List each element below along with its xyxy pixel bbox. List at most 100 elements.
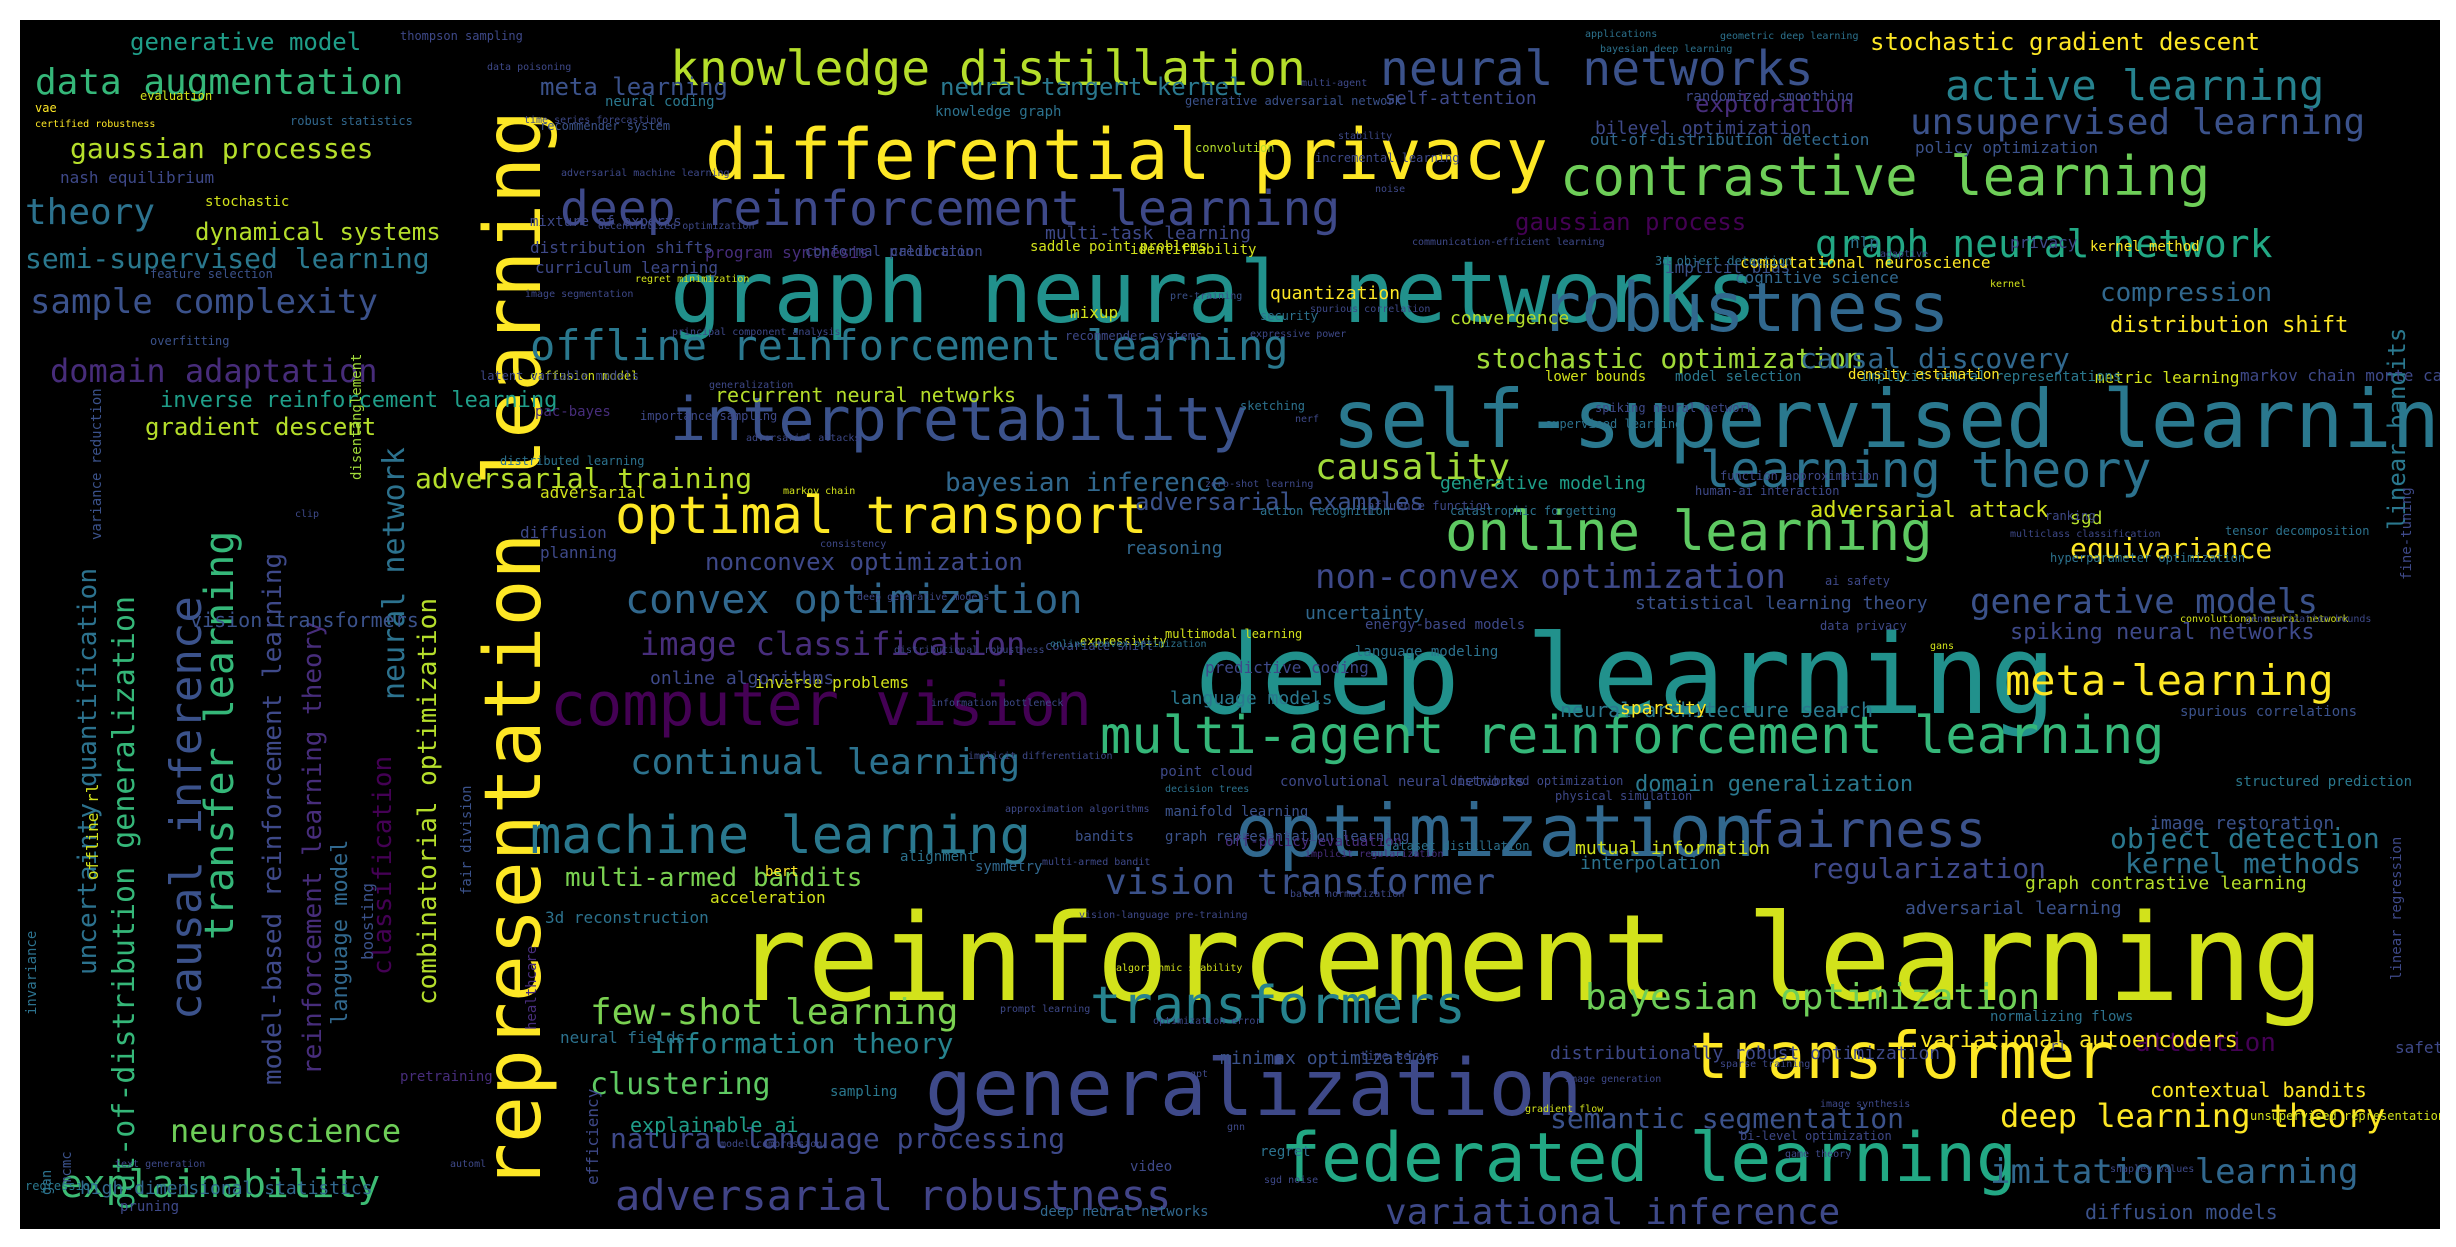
word-knowledge-graph: knowledge graph (935, 104, 1062, 120)
word-active-learning: active learning (1945, 61, 2325, 110)
word-interpolation: interpolation (1580, 853, 1721, 874)
word-neural-networks: neural networks (1380, 41, 1814, 97)
word-approximation-algorithms: approximation algorithms (1005, 804, 1150, 815)
word-symmetry: symmetry (975, 859, 1043, 875)
word-gradient-flow: gradient flow (1525, 1104, 1604, 1115)
word-object-detection: object detection (2110, 822, 2380, 855)
word-bayesian-optimization: bayesian optimization (1585, 977, 2041, 1018)
word-energy-based-models: energy-based models (1365, 617, 1526, 633)
word-online-learning: online learning (1445, 500, 1933, 563)
word-vision-language-pre-training: vision-language pre-training (1079, 910, 1248, 921)
word-contrastive-learning: contrastive learning (1560, 145, 2211, 208)
word-dynamical-systems: dynamical systems (195, 218, 441, 246)
word-language-modeling: language modeling (1355, 644, 1499, 660)
word-data-privacy: data privacy (1820, 619, 1907, 633)
word-metric-learning: metric learning (2095, 368, 2240, 387)
word-attention: attention (2135, 1028, 2276, 1058)
word-kernel-method: kernel method (2090, 239, 2200, 255)
word-sample-complexity: sample complexity (30, 282, 378, 322)
word-unsupervised-learning: unsupervised learning (1910, 102, 2366, 143)
word-uncertainty: uncertainty (1305, 603, 1425, 624)
word-data-poisoning: data poisoning (487, 62, 572, 73)
word-predictive-coding: predictive coding (1205, 658, 1369, 677)
word-batch-normalization: batch normalization (1290, 889, 1405, 900)
word-ai-safety: ai safety (1825, 574, 1891, 588)
word-efficiency: efficiency (583, 1088, 602, 1185)
word-privacy: privacy (2010, 233, 2078, 252)
word-semi-supervised-learning: semi-supervised learning (25, 242, 430, 275)
word-convex-optimization: convex optimization (625, 577, 1083, 623)
word-model-based-reinforcement-learning: model-based reinforcement learning (258, 552, 288, 1085)
word-normalizing-flows: normalizing flows (1990, 1009, 2134, 1025)
word-pre-training: pre-training (1170, 291, 1243, 302)
word-out-of-distribution-generalization: out-of-distribution generalization (107, 595, 142, 1210)
word-alignment: alignment (900, 849, 976, 865)
word-program-synthesis: program synthesis (705, 243, 869, 262)
word-kernel-methods: kernel methods (2125, 847, 2362, 880)
word-acceleration: acceleration (710, 888, 826, 907)
word-linear-regression: linear regression (2389, 836, 2405, 980)
word-information-theory: information theory (650, 1027, 954, 1060)
word-spurious-correlations: spurious correlations (2180, 704, 2358, 720)
word-image-segmentation: image segmentation (525, 289, 634, 300)
word-machine-learning: machine learning (530, 806, 1031, 866)
word-influence-function: influence function (1360, 499, 1491, 513)
word-tensor-decomposition: tensor decomposition (2225, 524, 2370, 538)
word-variance-reduction: variance reduction (89, 388, 105, 540)
word-feature-selection: feature selection (150, 267, 273, 281)
word-online-convex-optimization: online convex optimization (1050, 639, 1207, 650)
word-ranking: ranking (2045, 509, 2096, 523)
word-gradient-descent: gradient descent (145, 413, 377, 441)
word-self-attention: self-attention (1385, 88, 1537, 109)
word-expressive-power: expressive power (1250, 329, 1347, 340)
word-offline-reinforcement-learning: offline reinforcement learning (530, 321, 1289, 370)
word-neuroscience: neuroscience (170, 1112, 402, 1150)
word-interpretability: interpretability (670, 385, 1248, 455)
word-inverse-problems: inverse problems (755, 673, 910, 692)
word-sgd-noise: sgd noise (1264, 1175, 1319, 1186)
word-adversarial-attacks: adversarial attacks (746, 433, 861, 444)
word-gans: gans (1930, 641, 1955, 652)
word-multi-task-learning: multi-task learning (1045, 223, 1251, 244)
word-lower-bounds: lower bounds (1545, 369, 1647, 385)
word-multi-agent: multi-agent (1301, 78, 1368, 89)
word-overfitting: overfitting (150, 334, 230, 348)
word-causality: causality (1315, 447, 1511, 488)
word-gpt: gpt (1190, 1069, 1209, 1080)
word-density-estimation: density estimation (1848, 367, 2000, 383)
word-fine-tuning: fine-tuning (2399, 487, 2415, 580)
word-clip: clip (295, 509, 320, 520)
word-invariance: invariance (24, 930, 40, 1015)
word-stability: stability (1338, 131, 1393, 142)
word-model-compression: model compression (720, 1139, 823, 1150)
word-few-shot-learning: few-shot learning (590, 992, 959, 1033)
word-kernel: kernel (1990, 279, 2027, 290)
word-supervised-learning: supervised learning (1545, 417, 1683, 431)
word-neural-architecture-search: neural architecture search (1560, 698, 1874, 722)
word-multimodal-learning: multimodal learning (1165, 627, 1303, 641)
word-nerf: nerf (1295, 414, 1320, 425)
word-stochastic: stochastic (205, 194, 290, 210)
word-structured-prediction: structured prediction (2235, 774, 2413, 790)
word-spiking-neural-networks: spiking neural networks (2010, 620, 2315, 645)
word-deep-reinforcement-learning: deep reinforcement learning (560, 181, 1341, 237)
word-human-ai-interaction: human-ai interaction (1695, 484, 1840, 498)
word-computational-neuroscience: computational neuroscience (1740, 253, 1991, 272)
word-fairness: fairness (1745, 801, 1986, 859)
word-explainability: explainability (60, 1162, 381, 1206)
word-multiclass-classification: multiclass classification (2010, 529, 2161, 540)
word-distributed-optimization: distributed optimization (1450, 774, 1624, 788)
word-neural-fields: neural fields (560, 1028, 686, 1047)
word-adaptive: adaptive (1880, 249, 1929, 260)
word-prompt-learning: prompt learning (1000, 1004, 1091, 1015)
word-image-restoration: image restoration (2150, 813, 2335, 834)
word-deep-learning-theory: deep learning theory (2000, 1097, 2386, 1135)
word-generative-model: generative model (130, 28, 362, 56)
word-distributional-robustness: distributional robustness (894, 645, 1045, 656)
word-differential-privacy: differential privacy (705, 114, 1548, 196)
word-meta-learning: meta-learning (2005, 656, 2334, 705)
word-applications: applications (1585, 29, 1658, 40)
word-distribution-shift: distribution shift (2110, 313, 2349, 338)
word-semantic-segmentation: semantic segmentation (1550, 1102, 1905, 1135)
word-bandits: bandits (1075, 829, 1135, 845)
